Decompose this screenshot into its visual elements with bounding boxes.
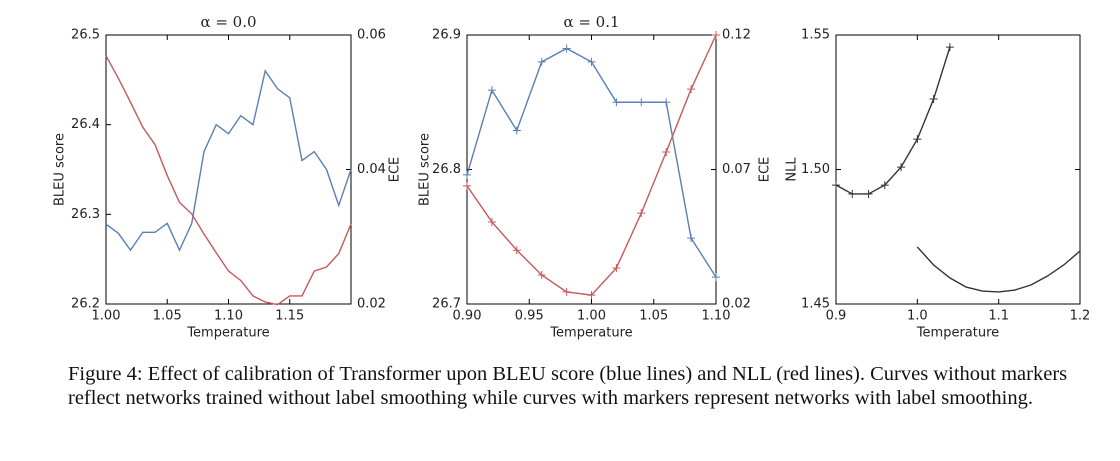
x-axis-label: Temperature <box>916 326 999 341</box>
y-tick-label: 26.3 <box>71 207 100 222</box>
series-line <box>466 47 717 278</box>
x-tick-label: 1.2 <box>1070 309 1091 324</box>
marker <box>637 98 646 107</box>
marker <box>487 86 496 95</box>
marker <box>662 148 671 157</box>
marker <box>587 57 596 66</box>
marker <box>662 98 671 107</box>
y2-tick-label: 0.07 <box>722 162 751 177</box>
y-tick-label: 26.8 <box>432 162 461 177</box>
marker <box>848 189 857 198</box>
y2-axis-label: ECE <box>388 157 403 183</box>
marker <box>929 95 938 104</box>
x-tick-label: 1.00 <box>92 309 121 324</box>
y2-tick-label: 0.12 <box>722 28 751 43</box>
x-tick-label: 0.9 <box>826 309 847 324</box>
y-tick-label: 26.7 <box>432 297 461 312</box>
marker <box>512 246 521 255</box>
x-tick-label: 1.10 <box>214 309 243 324</box>
y2-tick-label: 0.02 <box>357 297 386 312</box>
marker <box>512 126 521 135</box>
x-tick-label: 1.1 <box>988 309 1009 324</box>
marker <box>880 181 889 190</box>
series-line <box>105 69 352 252</box>
y-axis-label: NLL <box>785 157 800 182</box>
x-tick-label: 1.00 <box>577 309 606 324</box>
marker <box>562 287 571 296</box>
marker <box>537 270 546 279</box>
chart-title: α = 0.0 <box>200 13 256 31</box>
x-tick-label: 1.15 <box>275 309 304 324</box>
series-line <box>835 46 951 195</box>
x-tick-label: 1.05 <box>639 309 668 324</box>
plot-frame <box>105 34 352 305</box>
x-tick-label: 0.95 <box>515 309 544 324</box>
marker <box>463 170 471 179</box>
x-tick-label: 1.05 <box>153 309 182 324</box>
marker <box>562 44 571 53</box>
marker <box>612 263 621 272</box>
marker <box>587 291 596 300</box>
y-tick-label: 1.50 <box>801 162 830 177</box>
y2-tick-label: 0.04 <box>357 162 386 177</box>
x-axis-label: Temperature <box>186 326 269 341</box>
marker <box>712 31 720 39</box>
marker <box>687 234 696 243</box>
x-axis-label: Temperature <box>549 326 632 341</box>
series-line <box>466 34 717 296</box>
marker <box>463 181 471 190</box>
y-tick-label: 1.45 <box>801 297 830 312</box>
y-tick-label: 26.4 <box>71 117 100 132</box>
y2-tick-label: 0.06 <box>357 28 386 43</box>
y-axis-label: BLEU score <box>53 133 68 206</box>
y-tick-label: 26.9 <box>432 28 461 43</box>
marker <box>832 181 840 190</box>
chart-title: α = 0.1 <box>563 13 619 31</box>
caption: Figure 4: Effect of calibration of Trans… <box>68 363 1068 409</box>
x-tick-label: 0.90 <box>453 309 482 324</box>
y2-tick-label: 0.02 <box>722 297 751 312</box>
y-axis-label: BLEU score <box>418 133 433 206</box>
y-tick-label: 26.5 <box>71 28 100 43</box>
x-tick-label: 1.10 <box>702 309 731 324</box>
marker <box>945 43 954 52</box>
y2-axis-label: ECE <box>758 157 773 183</box>
marker <box>913 135 922 144</box>
marker <box>897 163 906 172</box>
series-line <box>105 55 352 306</box>
marker <box>612 98 621 107</box>
y-tick-label: 26.2 <box>71 297 100 312</box>
x-tick-label: 1.0 <box>907 309 928 324</box>
marker <box>637 209 646 218</box>
y-tick-label: 1.55 <box>801 28 830 43</box>
figure: α = 0.0 Temperature BLEU score ECE 1.00 1.05 1… <box>53 13 1091 341</box>
series-line <box>916 246 1081 293</box>
marker <box>487 217 496 226</box>
marker <box>687 85 696 94</box>
marker <box>712 273 720 282</box>
marker <box>864 189 873 198</box>
marker <box>537 57 546 66</box>
plot-frame <box>835 34 1081 305</box>
